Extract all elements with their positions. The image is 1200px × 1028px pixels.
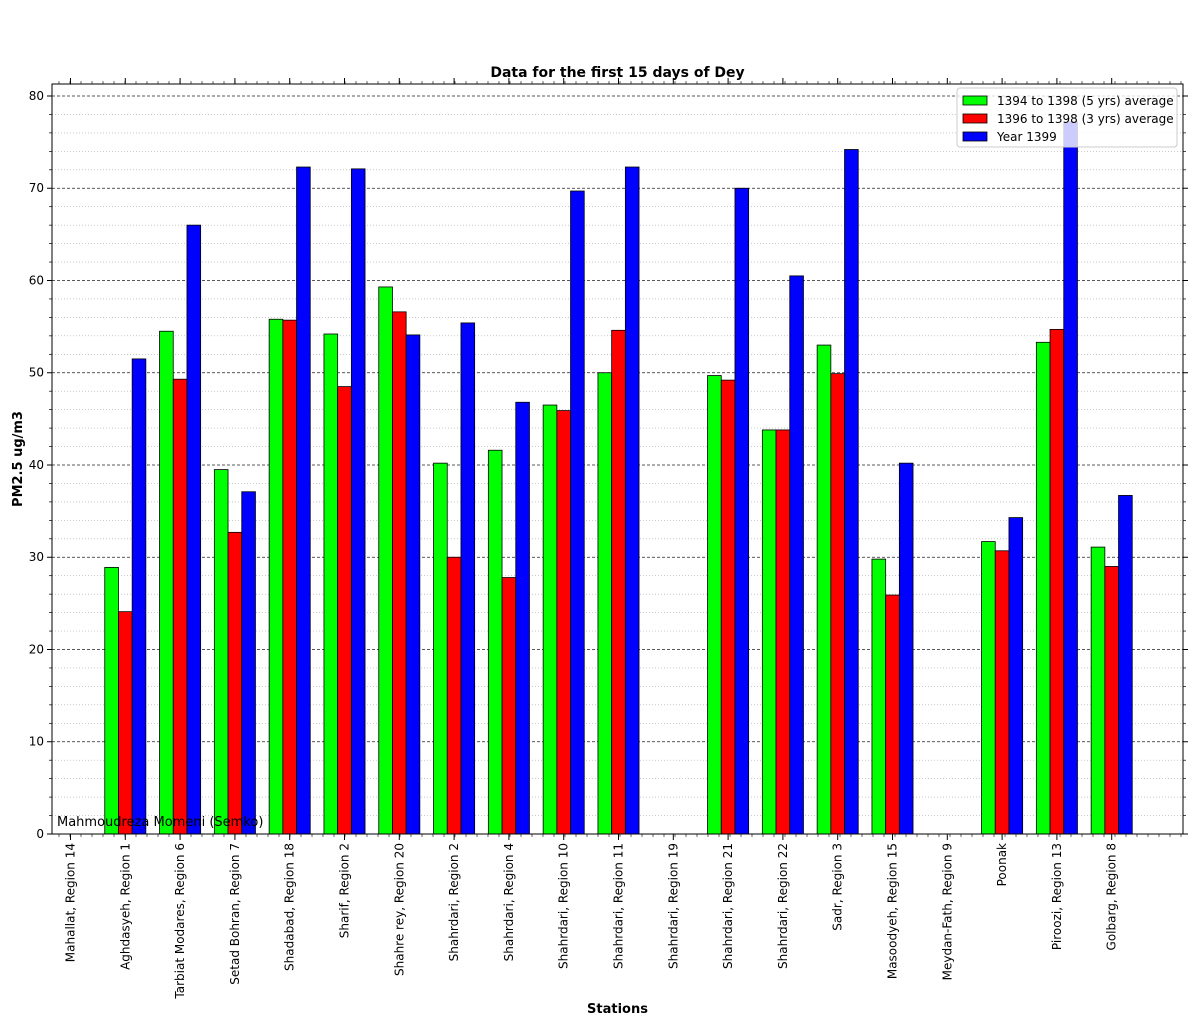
axis-ticks: 0 10 20 30 40 50 60 70 80 Mahallat, Region 14 Aghd… <box>29 78 1188 1000</box>
bars <box>104 121 1133 835</box>
bar <box>323 333 339 835</box>
bar <box>1104 566 1119 835</box>
x-tick-label: Shahrdari, Region 19 <box>666 843 680 969</box>
bar <box>515 401 530 835</box>
bar <box>1035 341 1051 835</box>
y-tick-label: 80 <box>29 89 44 103</box>
bar <box>460 322 476 835</box>
bar <box>282 319 297 835</box>
x-tick-label: Shahrdari, Region 22 <box>776 843 790 969</box>
legend-swatch <box>962 131 988 142</box>
x-tick-label: Masoodyeh, Region 15 <box>886 843 900 979</box>
bar <box>789 275 804 835</box>
bar <box>350 168 366 835</box>
legend-box <box>956 87 1178 148</box>
y-tick-label: 20 <box>29 642 44 656</box>
bar <box>1063 121 1078 835</box>
bar <box>501 577 517 835</box>
bar <box>542 404 558 835</box>
bar <box>104 566 119 835</box>
bar <box>720 379 736 835</box>
bar <box>268 318 284 835</box>
bar <box>885 594 900 835</box>
bar <box>871 558 887 835</box>
bar <box>761 429 777 835</box>
bar <box>433 462 448 835</box>
bar <box>296 166 311 835</box>
bar <box>556 410 571 835</box>
bar <box>734 187 750 835</box>
y-tick-label: 50 <box>29 366 44 380</box>
x-tick-label: Aghdasyeh, Region 1 <box>118 843 132 970</box>
x-tick-label: Mahallat, Region 14 <box>64 843 78 962</box>
bar <box>1118 495 1133 835</box>
legend-entry: 1396 to 1398 (3 yrs) average <box>997 112 1174 126</box>
legend-entry: 1394 to 1398 (5 yrs) average <box>997 94 1174 108</box>
y-axis-label: PM2.5 ug/m3 <box>11 411 26 507</box>
bar <box>830 373 845 835</box>
x-tick-label: Poonak <box>995 843 1009 886</box>
x-tick-label: Piroozi, Region 13 <box>1050 843 1064 950</box>
bar <box>570 190 585 835</box>
x-tick-label: Setad Bohran, Region 7 <box>228 843 242 985</box>
bar <box>1049 328 1065 835</box>
bar <box>611 329 626 835</box>
legend-swatch <box>962 95 988 106</box>
bar <box>1008 517 1024 835</box>
x-tick-label: Tarbiat Modares, Region 6 <box>173 843 187 1000</box>
bar <box>898 462 914 835</box>
bar <box>994 550 1010 835</box>
legend: 1394 to 1398 (5 yrs) average 1396 to 1398… <box>956 87 1178 148</box>
y-tick-label: 30 <box>29 550 44 564</box>
bar <box>159 330 174 835</box>
bar <box>186 224 202 835</box>
x-tick-label: Shahrdari, Region 21 <box>721 843 735 969</box>
x-tick-label: Shahrdari, Region 4 <box>502 843 516 961</box>
bar <box>213 469 229 835</box>
chart-title: Data for the first 15 days of Dey <box>490 65 744 81</box>
bar <box>378 286 393 835</box>
y-tick-label: 40 <box>29 458 44 472</box>
x-tick-label: Sadr, Region 3 <box>831 843 845 931</box>
x-tick-label: Shahrdari, Region 2 <box>447 843 461 961</box>
x-tick-label: Shahrdari, Region 11 <box>612 843 626 969</box>
x-tick-label: Meydan-Fath, Region 9 <box>940 843 954 980</box>
bar <box>624 166 640 835</box>
bar <box>707 375 722 835</box>
bar <box>446 556 462 835</box>
bar <box>487 449 503 835</box>
y-tick-label: 0 <box>36 827 44 841</box>
bar <box>405 334 421 835</box>
y-tick-label: 60 <box>29 273 44 287</box>
bar <box>981 541 996 835</box>
bar <box>241 491 256 835</box>
x-tick-label: Shadabad, Region 18 <box>283 843 297 971</box>
y-tick-label: 10 <box>29 735 44 749</box>
legend-swatch <box>962 113 988 124</box>
x-axis-label: Stations <box>587 1002 648 1017</box>
bar <box>1090 546 1106 835</box>
author-watermark: Mahmoudreza Momeni (Semko) <box>57 815 263 830</box>
legend-entry: Year 1399 <box>996 130 1057 144</box>
bar <box>392 311 407 835</box>
bar <box>227 531 243 835</box>
y-tick-label: 70 <box>29 181 44 195</box>
x-tick-label: Sharif, Region 2 <box>338 843 352 938</box>
x-tick-label: Shahrdari, Region 10 <box>557 843 571 969</box>
bar <box>844 149 859 835</box>
bar <box>118 611 133 835</box>
bar <box>337 386 352 835</box>
bar <box>775 429 791 835</box>
x-tick-label: Golbarg, Region 8 <box>1105 843 1119 950</box>
bar <box>131 358 147 835</box>
x-tick-label: Shahre rey, Region 20 <box>392 843 406 976</box>
bar <box>172 378 188 835</box>
plot-frame <box>51 83 1184 835</box>
bar <box>816 344 832 835</box>
bar <box>597 372 613 835</box>
